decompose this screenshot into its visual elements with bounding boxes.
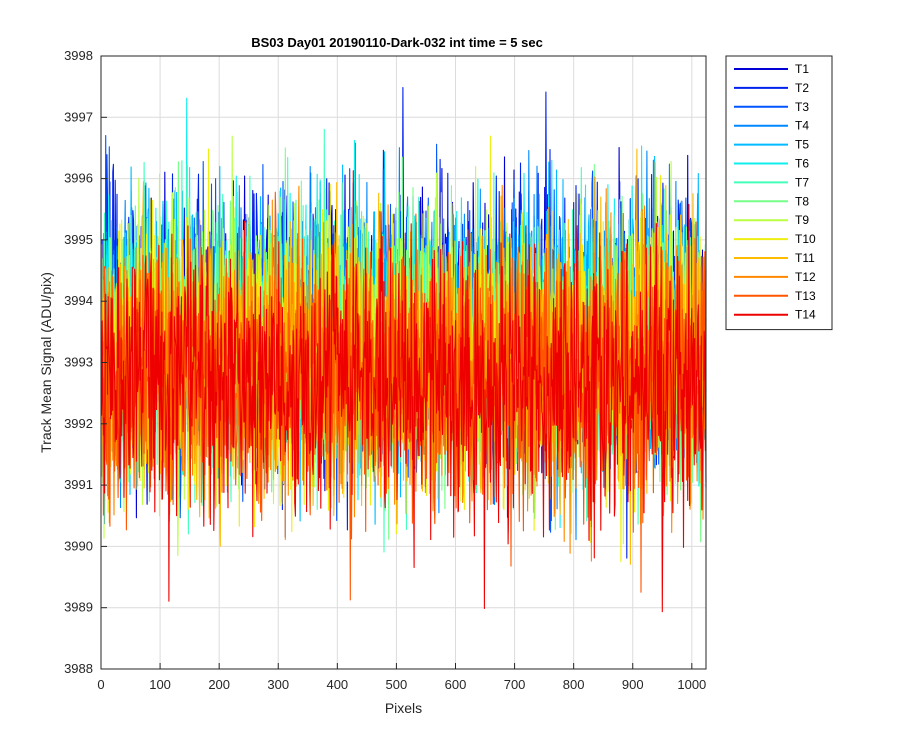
y-tick-label: 3990 [64, 538, 93, 553]
legend-label: T4 [795, 119, 809, 133]
x-tick-label: 900 [622, 677, 644, 692]
y-tick-label: 3994 [64, 293, 93, 308]
y-tick-label: 3993 [64, 355, 93, 370]
y-tick-label: 3988 [64, 661, 93, 676]
legend-label: T14 [795, 308, 816, 322]
x-tick-label: 200 [208, 677, 230, 692]
legend-label: T8 [795, 194, 809, 208]
y-tick-label: 3996 [64, 171, 93, 186]
x-tick-label: 400 [326, 677, 348, 692]
legend-label: T5 [795, 138, 809, 152]
legend-box [725, 55, 833, 331]
legend-label: T3 [795, 100, 809, 114]
x-tick-label: 1000 [677, 677, 706, 692]
legend: T1 T2 T3 T4 T5 T6 T7 T8 T9 T10 T11 T12 T13 T14 [725, 55, 833, 331]
y-tick-label: 3998 [64, 48, 93, 63]
x-tick-label: 800 [563, 677, 585, 692]
y-tick-label: 3995 [64, 232, 93, 247]
legend-label: T7 [795, 175, 809, 189]
legend-label: T10 [795, 232, 816, 246]
legend-label: T11 [795, 251, 815, 265]
y-axis-label: Track Mean Signal (ADU/pix) [38, 272, 54, 453]
x-axis-label: Pixels [385, 700, 422, 716]
chart-title: BS03 Day01 20190110-Dark-032 int time = … [251, 35, 543, 50]
y-tick-label: 3991 [64, 477, 93, 492]
legend-label: T1 [795, 62, 809, 76]
legend-label: T12 [795, 270, 816, 284]
legend-label: T2 [795, 81, 809, 95]
y-tick-label: 3992 [64, 416, 93, 431]
x-tick-label: 300 [267, 677, 289, 692]
series-line-T14 [101, 170, 707, 613]
legend-label: T6 [795, 157, 809, 171]
y-tick-label: 3997 [64, 109, 93, 124]
y-tick-label: 3989 [64, 600, 93, 615]
series-line-T13 [101, 191, 707, 601]
x-tick-label: 500 [386, 677, 408, 692]
x-tick-label: 600 [445, 677, 467, 692]
x-tick-label: 700 [504, 677, 526, 692]
x-tick-label: 0 [97, 677, 104, 692]
axis-ticks: 0 100 200 300 400 500 600 700 800 900 1000 3988 3989… [64, 48, 706, 692]
legend-label: T13 [795, 289, 816, 303]
series-lines [101, 87, 707, 613]
legend-label: T9 [795, 213, 809, 227]
x-tick-label: 100 [149, 677, 171, 692]
